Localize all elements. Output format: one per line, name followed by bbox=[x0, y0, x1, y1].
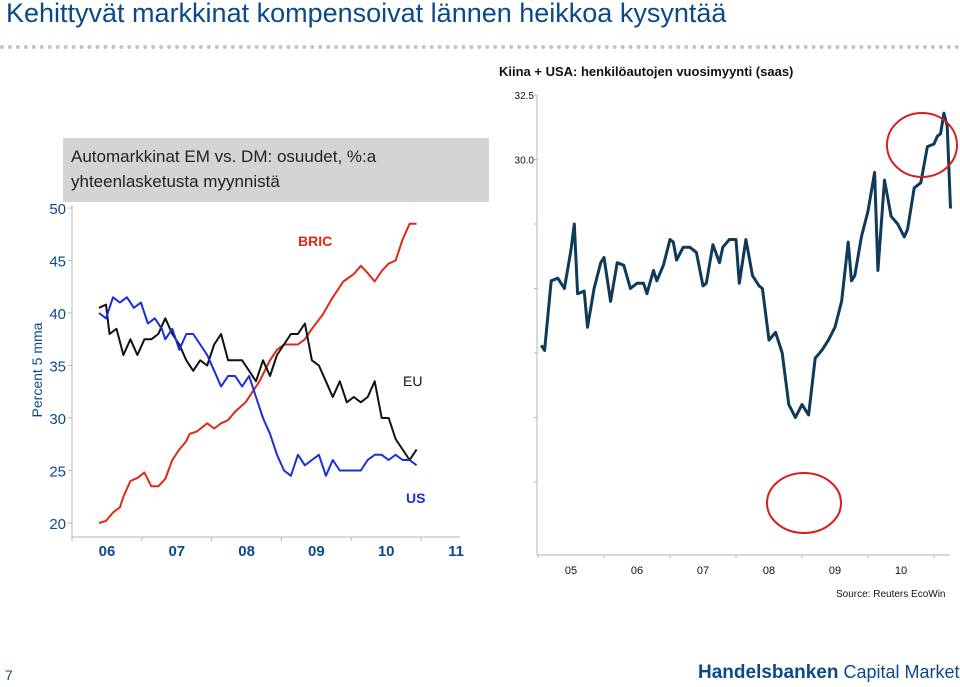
left-y-tick-label: 20 bbox=[49, 516, 66, 533]
left-chart-title-line1: Automarkkinat EM vs. DM: bbox=[71, 147, 273, 166]
left-chart-title: Automarkkinat EM vs. DM: osuudet, %:a yh… bbox=[71, 144, 376, 194]
right-x-tick-label: 07 bbox=[697, 565, 709, 577]
left-series-lines bbox=[98, 222, 418, 524]
brand-logo: Handelsbanken Capital Markets bbox=[698, 662, 960, 684]
right-y-tick-label: 32.5 bbox=[515, 91, 535, 102]
left-chart-title-box: Automarkkinat EM vs. DM: osuudet, %:a yh… bbox=[63, 138, 489, 202]
left-x-tick-label: 08 bbox=[238, 543, 255, 560]
left-series-bric bbox=[98, 222, 417, 524]
right-x-tick-label: 10 bbox=[895, 565, 907, 577]
left-x-tick-label: 07 bbox=[168, 543, 185, 560]
right-series-sales bbox=[540, 111, 952, 419]
series-label-bric: BRIC bbox=[298, 233, 332, 249]
left-y-axis-label: Percent 5 mma bbox=[29, 322, 45, 417]
right-y-tick-label: 30.0 bbox=[515, 156, 535, 167]
right-x-tick-label: 06 bbox=[631, 565, 643, 577]
left-x-tick-label: 10 bbox=[378, 543, 395, 560]
left-chart-title-line3: yhteenlasketusta myynnistä bbox=[71, 172, 280, 191]
left-series-eu bbox=[98, 303, 418, 461]
right-series-line bbox=[540, 111, 952, 419]
logo-suffix: Capital Markets bbox=[838, 662, 960, 682]
left-x-tick-label: 09 bbox=[308, 543, 325, 560]
page-number: 7 bbox=[5, 667, 13, 683]
left-y-tick-label: 40 bbox=[49, 306, 66, 323]
right-x-tick-label: 05 bbox=[565, 565, 577, 577]
slide-title: Kehittyvät markkinat kompensoivat lännen… bbox=[6, 0, 727, 28]
right-chart: 32.530.0 05060708091011 bbox=[515, 91, 958, 577]
right-x-tick-label: 09 bbox=[829, 565, 841, 577]
left-x-tick-label: 06 bbox=[99, 543, 116, 560]
right-x-tick-label: 08 bbox=[763, 565, 775, 577]
series-label-us: US bbox=[406, 490, 425, 506]
series-label-eu: EU bbox=[403, 373, 422, 389]
left-y-tick-label: 25 bbox=[49, 464, 66, 481]
right-chart-title: Kiina + USA: henkilöautojen vuosimyynti … bbox=[499, 64, 794, 79]
left-chart-title-line2: osuudet, %:a bbox=[276, 147, 377, 166]
logo-name: Handelsbanken bbox=[698, 662, 839, 683]
left-x-tick-label: 11 bbox=[448, 543, 464, 560]
left-y-tick-label: 45 bbox=[49, 254, 66, 271]
highlight-circle-trough bbox=[766, 472, 842, 534]
left-y-tick-label: 50 bbox=[49, 201, 66, 218]
title-divider bbox=[0, 45, 960, 49]
left-x-ticks: 06 07 08 09 10 11 bbox=[71, 537, 464, 560]
highlight-circle-peak bbox=[886, 112, 958, 178]
right-y-ticks: 32.5 30.0 bbox=[515, 91, 537, 483]
left-chart: 50 45 40 35 30 25 20 06 07 08 09 10 11 Percent 5 mm… bbox=[29, 201, 464, 560]
right-x-ticks: 05060708091011 bbox=[537, 555, 935, 577]
left-series-us bbox=[98, 296, 418, 477]
source-note: Source: Reuters EcoWin bbox=[836, 589, 946, 600]
left-y-tick-label: 35 bbox=[49, 359, 66, 376]
left-y-tick-label: 30 bbox=[49, 411, 66, 428]
left-y-ticks: 50 45 40 35 30 25 20 bbox=[49, 201, 72, 533]
